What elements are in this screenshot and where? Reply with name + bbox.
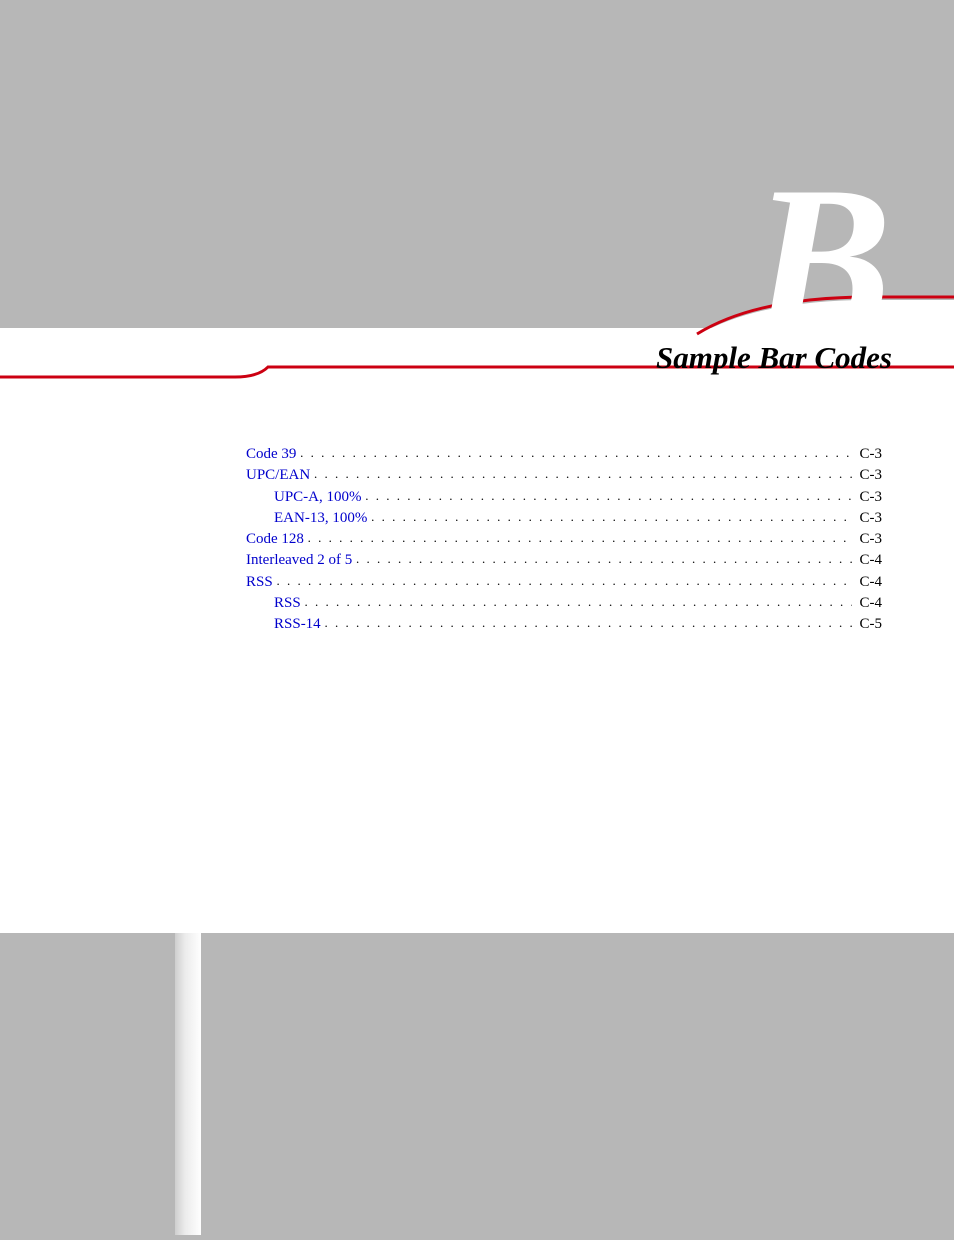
toc-entry[interactable]: UPC/EAN C-3 — [246, 465, 882, 486]
toc-leader-dots — [324, 614, 851, 632]
toc-entry[interactable]: Code 128 C-3 — [246, 529, 882, 550]
toc-entry[interactable]: RSS C-4 — [246, 572, 882, 593]
toc-entry-label: RSS-14 — [274, 614, 324, 635]
toc-entry-label: UPC-A, 100% — [274, 487, 365, 508]
toc-entry-page: C-5 — [852, 614, 882, 635]
toc-entry-page: C-4 — [852, 550, 882, 571]
toc-entry-label: EAN-13, 100% — [274, 508, 371, 529]
chapter-letter: B — [752, 155, 892, 365]
toc-entry-page: C-3 — [852, 508, 882, 529]
toc-leader-dots — [314, 465, 852, 483]
toc-entry[interactable]: RSS C-4 — [246, 593, 882, 614]
toc-leader-dots — [304, 593, 851, 611]
toc-entry-label: Interleaved 2 of 5 — [246, 550, 356, 571]
toc-leader-dots — [365, 487, 851, 505]
toc-leader-dots — [356, 550, 852, 568]
footer-decoration-block — [0, 933, 190, 1235]
toc-entry-label: RSS — [246, 572, 276, 593]
table-of-contents: Code 39 C-3UPC/EAN C-3UPC-A, 100% C-3EAN… — [246, 444, 882, 636]
toc-leader-dots — [308, 529, 852, 547]
toc-entry-page: C-3 — [852, 487, 882, 508]
toc-entry-label: UPC/EAN — [246, 465, 314, 486]
toc-entry-label: Code 39 — [246, 444, 300, 465]
chapter-title: Sample Bar Codes — [656, 340, 892, 376]
toc-leader-dots — [371, 508, 852, 526]
toc-entry[interactable]: Code 39 C-3 — [246, 444, 882, 465]
toc-leader-dots — [300, 444, 852, 462]
toc-entry-label: RSS — [274, 593, 304, 614]
footer-decoration-highlight — [175, 933, 201, 1235]
toc-entry-page: C-3 — [852, 529, 882, 550]
toc-entry-page: C-3 — [852, 465, 882, 486]
toc-entry-page: C-4 — [852, 593, 882, 614]
toc-entry-label: Code 128 — [246, 529, 308, 550]
toc-entry-page: C-3 — [852, 444, 882, 465]
toc-entry-page: C-4 — [852, 572, 882, 593]
toc-leader-dots — [276, 572, 851, 590]
toc-entry[interactable]: UPC-A, 100% C-3 — [246, 487, 882, 508]
toc-entry[interactable]: EAN-13, 100% C-3 — [246, 508, 882, 529]
toc-entry[interactable]: Interleaved 2 of 5 C-4 — [246, 550, 882, 571]
toc-entry[interactable]: RSS-14 C-5 — [246, 614, 882, 635]
